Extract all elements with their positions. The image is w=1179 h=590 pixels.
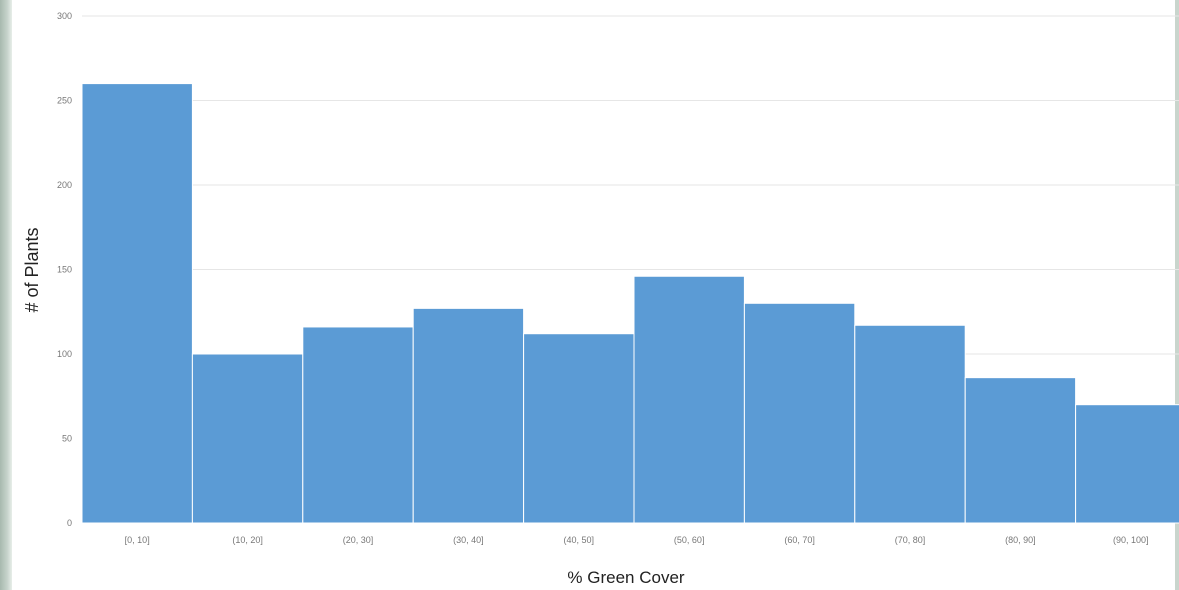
histogram-bar	[191, 353, 304, 524]
x-tick-label: (60, 70]	[784, 535, 815, 545]
y-tick-label: 0	[67, 518, 72, 528]
histogram-bar	[412, 307, 525, 524]
y-tick-label: 300	[57, 11, 72, 21]
x-tick-label: (80, 90]	[1005, 535, 1036, 545]
histogram-bar	[81, 83, 193, 524]
bars	[81, 83, 1179, 524]
y-tick-label: 200	[57, 180, 72, 190]
y-tick-label: 150	[57, 265, 72, 275]
histogram-bar	[743, 302, 856, 524]
y-axis-title: # of Plants	[22, 227, 42, 312]
histogram-bar	[854, 324, 966, 524]
x-tick-label: [0, 10]	[125, 535, 150, 545]
x-tick-label: (30, 40]	[453, 535, 484, 545]
histogram-bar	[1075, 404, 1179, 524]
x-tick-label: (90, 100]	[1113, 535, 1149, 545]
x-tick-label: (10, 20]	[232, 535, 263, 545]
x-tick-label: (70, 80]	[895, 535, 926, 545]
x-tick-label: (50, 60]	[674, 535, 705, 545]
left-edge-strip	[0, 0, 12, 590]
y-tick-label: 50	[62, 434, 72, 444]
x-tick-labels: [0, 10] (10, 20] (20, 30] (30, 40] (40, 50] (…	[125, 535, 1149, 545]
y-tick-label: 100	[57, 349, 72, 359]
right-edge-strip	[1175, 0, 1179, 590]
histogram-bar	[964, 377, 1077, 524]
histogram-bar	[302, 326, 414, 524]
x-axis-title: % Green Cover	[567, 568, 684, 587]
y-tick-labels: 0 50 100 150 200 250 300	[57, 11, 72, 528]
histogram-bar	[633, 275, 745, 524]
x-tick-label: (40, 50]	[564, 535, 595, 545]
x-tick-label: (20, 30]	[343, 535, 374, 545]
y-tick-label: 250	[57, 96, 72, 106]
histogram-bar	[523, 333, 635, 524]
